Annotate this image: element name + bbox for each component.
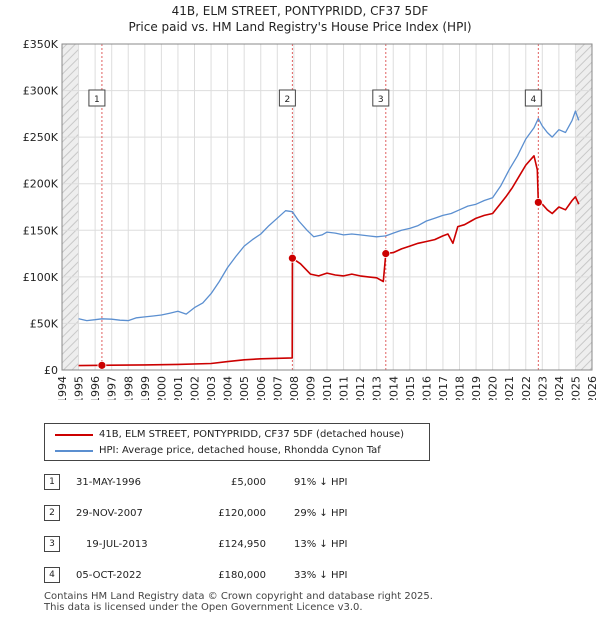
chart-title-address: 41B, ELM STREET, PONTYPRIDD, CF37 5DF — [171, 4, 429, 18]
transaction-date: 19-JUL-2013 — [86, 539, 148, 550]
footer-license: This data is licensed under the Open Gov… — [44, 602, 363, 613]
x-tick-label: 2021 — [503, 376, 516, 400]
y-tick-label: £250K — [23, 131, 59, 144]
transaction-date: 29-NOV-2007 — [76, 508, 143, 519]
x-tick-label: 2011 — [338, 376, 351, 400]
transaction-hpi-diff: 91% ↓ HPI — [294, 477, 348, 488]
sale-label-box — [88, 89, 106, 107]
x-tick-label: 1995 — [73, 376, 86, 400]
sale-point — [533, 197, 543, 207]
y-tick-label: £200K — [23, 178, 59, 191]
y-tick-label: £300K — [23, 85, 59, 98]
sale-point — [381, 249, 391, 259]
x-tick-label: 2019 — [470, 376, 483, 400]
transaction-price: £120,000 — [218, 508, 266, 519]
x-tick-label: 2022 — [520, 376, 533, 400]
x-tick-label: 1999 — [139, 376, 152, 400]
chart-legend: 41B, ELM STREET, PONTYPRIDD, CF37 5DF (d… — [44, 423, 430, 461]
chart-subtitle: Price paid vs. HM Land Registry's House … — [128, 20, 472, 34]
transaction-row: 4 05-OCT-2022 £180,000 33% ↓ HPI — [44, 566, 564, 586]
hatched-region-pre-data — [62, 44, 79, 370]
sale-label: 3 — [378, 95, 384, 105]
sale-point — [287, 253, 297, 263]
transaction-number: 2 — [44, 505, 60, 521]
x-tick-label: 2026 — [586, 376, 599, 400]
x-tick-label: 2020 — [487, 376, 500, 400]
legend-label-property: 41B, ELM STREET, PONTYPRIDD, CF37 5DF (d… — [99, 429, 405, 440]
x-tick-label: 2025 — [569, 376, 582, 400]
legend-swatch-property — [55, 434, 93, 436]
x-tick-label: 2009 — [304, 376, 317, 400]
transaction-number: 4 — [44, 567, 60, 583]
hpi-line — [78, 110, 580, 322]
transaction-hpi-diff: 13% ↓ HPI — [294, 539, 348, 550]
x-tick-label: 2016 — [420, 376, 433, 400]
x-tick-label: 2023 — [536, 376, 549, 400]
x-tick-label: 2006 — [255, 376, 268, 400]
x-tick-label: 1997 — [106, 376, 119, 400]
x-tick-label: 2008 — [288, 376, 301, 400]
x-tick-label: 2001 — [172, 376, 185, 400]
transaction-number: 1 — [44, 474, 60, 490]
x-tick-label: 2024 — [553, 376, 566, 400]
x-tick-label: 1996 — [89, 376, 102, 400]
hatched-region-post-data — [575, 44, 592, 370]
y-tick-label: £100K — [23, 271, 59, 284]
y-tick-label: £50K — [30, 317, 59, 330]
sale-label: 4 — [530, 95, 536, 105]
transaction-date: 05-OCT-2022 — [76, 570, 142, 581]
x-tick-label: 2018 — [454, 376, 467, 400]
plot-frame — [61, 43, 593, 371]
y-tick-label: £0 — [44, 364, 58, 377]
y-tick-label: £350K — [23, 38, 59, 51]
transaction-row: 2 29-NOV-2007 £120,000 29% ↓ HPI — [44, 504, 564, 524]
x-tick-label: 2002 — [189, 376, 202, 400]
transaction-hpi-diff: 33% ↓ HPI — [294, 570, 348, 581]
sale-point — [97, 360, 107, 370]
x-tick-label: 2017 — [437, 376, 450, 400]
legend-swatch-hpi — [55, 450, 93, 452]
x-tick-label: 2010 — [321, 376, 334, 400]
sale-label-box — [372, 89, 390, 107]
transaction-price: £180,000 — [218, 570, 266, 581]
x-tick-label: 1994 — [56, 376, 69, 400]
sale-label-box — [278, 89, 296, 107]
x-tick-label: 1998 — [122, 376, 135, 400]
sale-label: 1 — [94, 95, 100, 105]
footer-copyright: Contains HM Land Registry data © Crown c… — [44, 591, 433, 602]
x-tick-label: 2000 — [155, 376, 168, 400]
transaction-price: £5,000 — [231, 477, 266, 488]
x-tick-label: 2005 — [238, 376, 251, 400]
transaction-number: 3 — [44, 536, 60, 552]
transaction-hpi-diff: 29% ↓ HPI — [294, 508, 348, 519]
x-tick-label: 2004 — [222, 376, 235, 400]
x-tick-label: 2003 — [205, 376, 218, 400]
x-tick-label: 2007 — [271, 376, 284, 400]
x-tick-label: 2013 — [371, 376, 384, 400]
x-tick-label: 2015 — [404, 376, 417, 400]
property-price-line — [78, 155, 580, 367]
transaction-row: 1 31-MAY-1996 £5,000 91% ↓ HPI — [44, 473, 564, 493]
x-tick-label: 2012 — [354, 376, 367, 400]
transaction-date: 31-MAY-1996 — [76, 477, 142, 488]
sale-label: 2 — [285, 95, 291, 105]
transaction-price: £124,950 — [218, 539, 266, 550]
y-tick-label: £150K — [23, 224, 59, 237]
legend-label-hpi: HPI: Average price, detached house, Rhon… — [99, 445, 381, 456]
transaction-row: 3 19-JUL-2013 £124,950 13% ↓ HPI — [44, 535, 564, 555]
sale-label-box — [524, 89, 542, 107]
price-chart: 1 2 3 4 £0 £50K £100K £150K £200K £250K £300K £350… — [23, 38, 599, 400]
x-tick-label: 2014 — [387, 376, 400, 400]
